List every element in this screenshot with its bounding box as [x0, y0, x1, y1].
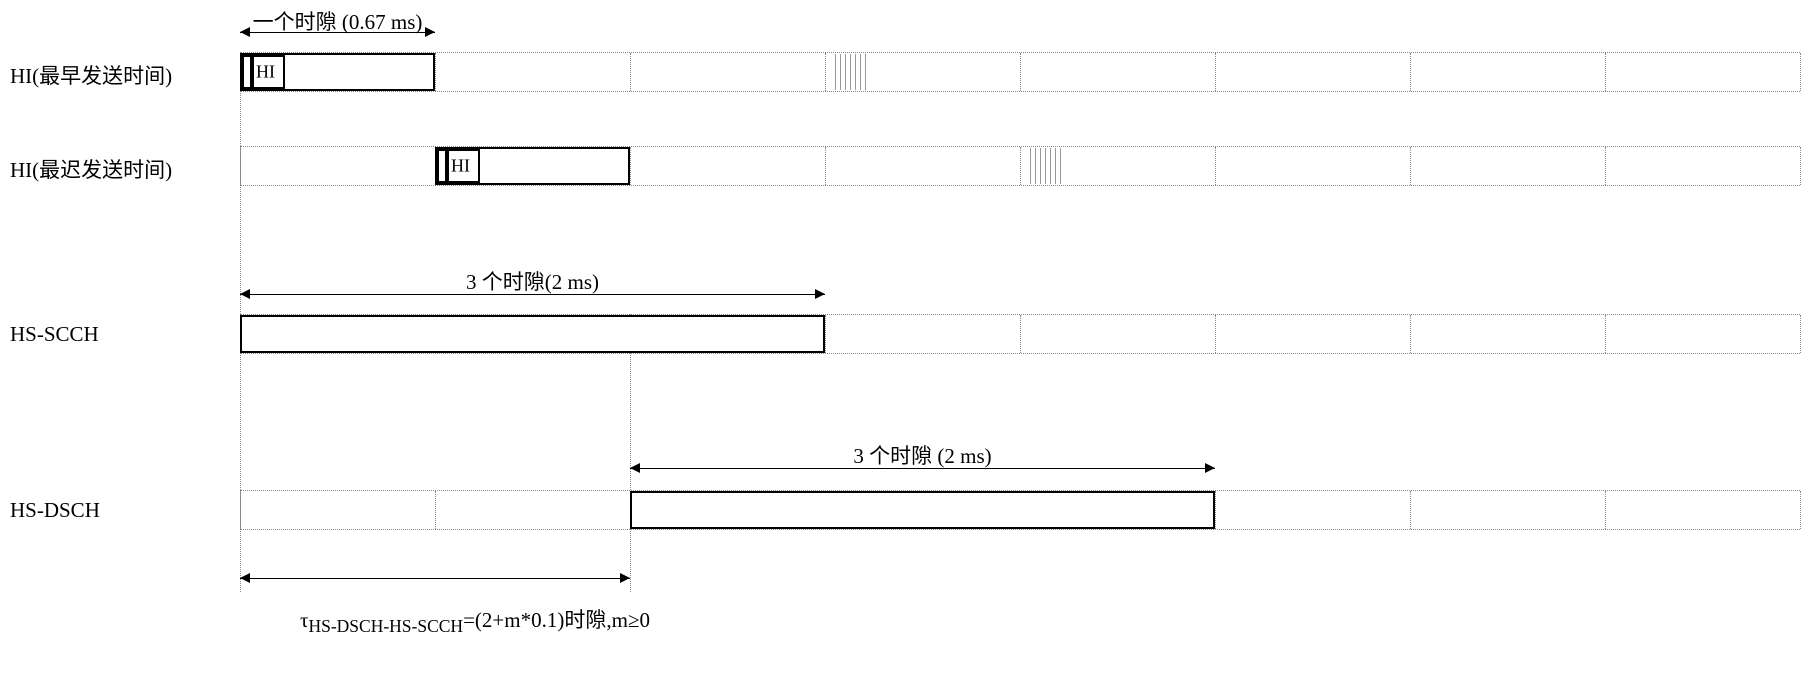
tau-post: =(2+m*0.1)时隙,m≥0 [463, 608, 650, 632]
timeline-hs_dsch [240, 490, 1800, 530]
arrow-label-three_slot_dsch: 3 个时隙 (2 ms) [630, 440, 1215, 470]
hatch-lead-hi_early [825, 53, 826, 91]
hatch-lead-hi_late [1020, 147, 1021, 185]
slot-div-hs_dsch-1 [435, 491, 436, 529]
hatch-hi_early [835, 54, 868, 90]
slot-div-hi_early-4 [1020, 53, 1021, 91]
slot-div-hi_late-3 [825, 147, 826, 185]
slot-div-hs_dsch-7 [1605, 491, 1606, 529]
slot-div-hs_scch-5 [1215, 315, 1216, 353]
label-hs_dsch: HS-DSCH [10, 498, 100, 523]
slot-div-hi_early-6 [1410, 53, 1411, 91]
arrow-label-one_slot: 一个时隙 (0.67 ms) [240, 6, 435, 36]
timeline-hs_scch [240, 314, 1800, 354]
timeline-hi_late: HI [240, 146, 1800, 186]
slot-div-hs_dsch-6 [1410, 491, 1411, 529]
slot-div-hi_late-0 [240, 147, 241, 185]
slot-div-hi_early-8 [1800, 53, 1801, 91]
block-hi_late: HI [435, 147, 630, 185]
slot-div-hi_late-5 [1215, 147, 1216, 185]
block-hs_dsch [630, 491, 1215, 529]
label-hi_late: HI(最迟发送时间) [10, 154, 172, 184]
slot-div-hi_late-8 [1800, 147, 1801, 185]
slot-div-hs_dsch-8 [1800, 491, 1801, 529]
label-hs_scch: HS-SCCH [10, 322, 99, 347]
arrow-label-three_slot_scch: 3 个时隙(2 ms) [240, 266, 825, 296]
slot-div-hs_scch-8 [1800, 315, 1801, 353]
hatch-hi_late [1030, 148, 1063, 184]
slot-div-hs_dsch-5 [1215, 491, 1216, 529]
slot-div-hi_late-2 [630, 147, 631, 185]
slot-div-hs_scch-7 [1605, 315, 1606, 353]
hi-text-hi_late: HI [451, 156, 470, 177]
hi-leading-hi_late [437, 149, 447, 183]
slot-div-hi_late-7 [1605, 147, 1606, 185]
label-hi_early: HI(最早发送时间) [10, 60, 172, 90]
slot-div-hi_early-2 [630, 53, 631, 91]
arrow-tau [240, 578, 630, 579]
slot-div-hs_dsch-0 [240, 491, 241, 529]
block-hs_scch [240, 315, 825, 353]
hi-text-hi_early: HI [256, 62, 275, 83]
slot-div-hi_late-6 [1410, 147, 1411, 185]
tau-sub: HS-DSCH-HS-SCCH [308, 616, 463, 636]
timeline-hi_early: HI [240, 52, 1800, 92]
hi-leading-hi_early [242, 55, 252, 89]
slot-div-hi_early-5 [1215, 53, 1216, 91]
slot-div-hi_early-7 [1605, 53, 1606, 91]
block-hi_early: HI [240, 53, 435, 91]
slot-div-hs_scch-3 [825, 315, 826, 353]
slot-div-hi_early-1 [435, 53, 436, 91]
slot-div-hs_scch-6 [1410, 315, 1411, 353]
arrow-label-tau: τHS-DSCH-HS-SCCH=(2+m*0.1)时隙,m≥0 [300, 604, 990, 637]
slot-div-hs_scch-4 [1020, 315, 1021, 353]
